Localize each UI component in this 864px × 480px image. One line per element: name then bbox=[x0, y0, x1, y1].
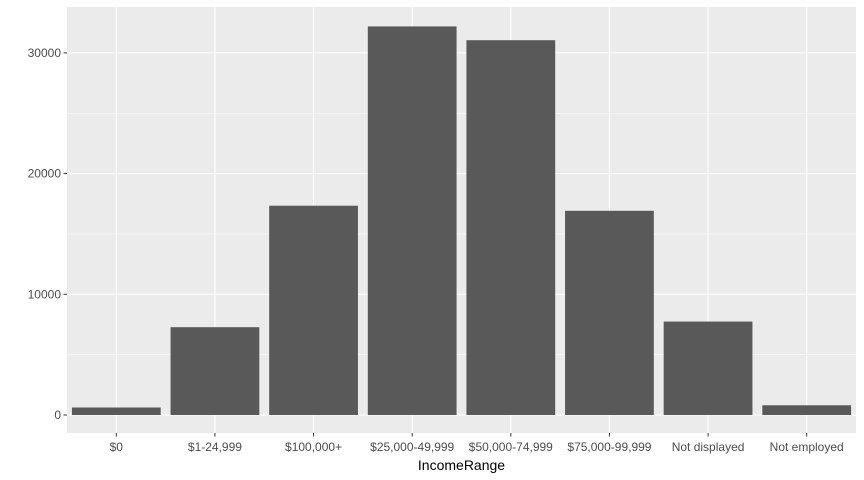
bar bbox=[367, 26, 457, 415]
y-tick-label: 0 bbox=[54, 408, 61, 422]
bar bbox=[466, 40, 556, 416]
x-tick-label: $1-24,999 bbox=[188, 440, 242, 454]
bar bbox=[170, 327, 260, 415]
bar bbox=[269, 205, 358, 415]
x-tick-label: $75,000-99,999 bbox=[567, 440, 651, 454]
x-tick-label: Not displayed bbox=[672, 440, 745, 454]
y-tick-label: 10000 bbox=[28, 287, 62, 301]
bar bbox=[71, 407, 161, 415]
x-tick-label: $0 bbox=[110, 440, 124, 454]
bar bbox=[663, 321, 753, 415]
x-tick-label: Not employed bbox=[770, 440, 844, 454]
x-tick-label: $25,000-49,999 bbox=[370, 440, 454, 454]
x-tick-label: $50,000-74,999 bbox=[469, 440, 553, 454]
bar bbox=[762, 405, 852, 415]
bar bbox=[565, 210, 654, 415]
x-axis-title: IncomeRange bbox=[418, 457, 505, 473]
y-axis: 0 10000 20000 30000 bbox=[28, 46, 67, 422]
bars bbox=[71, 26, 852, 416]
x-axis: $0 $1-24,999 $100,000+ $25,000-49,999 $50,00… bbox=[110, 433, 844, 454]
y-tick-label: 20000 bbox=[28, 167, 62, 181]
y-tick-label: 30000 bbox=[28, 46, 62, 60]
x-tick-label: $100,000+ bbox=[285, 440, 342, 454]
